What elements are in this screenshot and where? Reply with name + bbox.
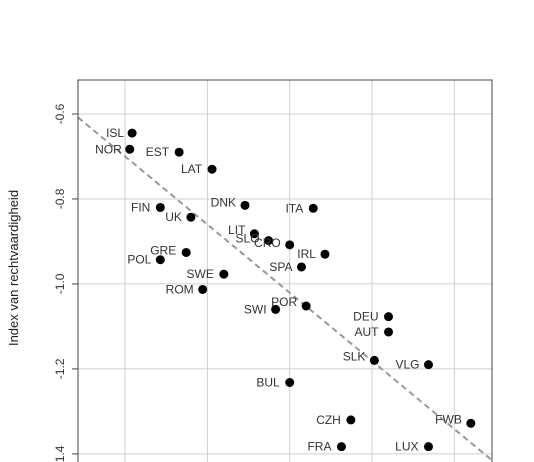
data-point-est [174,147,184,157]
point-label-spa: SPA [269,260,292,274]
point-label-swe: SWE [186,267,213,281]
point-label-slo: SLO [236,232,260,246]
data-point-cro [285,240,295,250]
data-point-fra [336,442,346,452]
point-label-aut: AUT [355,325,380,339]
point-label-lit: LIT [228,223,246,237]
data-point-dnk [240,200,250,210]
point-label-uk: UK [165,210,182,224]
data-point-swi [271,304,281,314]
point-label-nor: NOR [95,142,122,156]
point-label-pol: POL [127,253,151,267]
y-tick-label: 1.4 [53,445,67,462]
point-label-dnk: DNK [211,195,236,209]
y-tick-label: -0.8 [53,188,67,209]
point-label-irl: IRL [297,247,316,261]
point-label-fra: FRA [307,440,331,454]
point-label-ita: ITA [285,201,303,215]
y-tick-label: -1.2 [53,358,67,379]
point-label-slk: SLK [343,349,366,363]
point-label-gre: GRE [150,243,176,257]
point-label-fin: FIN [131,200,150,214]
data-point-irl [320,249,330,259]
point-label-vlg: VLG [395,358,419,372]
data-point-slk [369,355,379,365]
data-point-gre [181,247,191,257]
data-point-rom [198,284,208,294]
data-point-lux [423,442,433,452]
grid [78,80,492,462]
point-label-est: EST [146,145,170,159]
data-point-swe [219,269,229,279]
point-label-fwb: FWB [435,412,462,426]
data-point-bul [285,377,295,387]
data-point-nor [125,144,135,154]
point-label-lux: LUX [395,440,418,454]
point-label-cro: CRO [254,236,281,250]
data-point-vlg [423,360,433,370]
point-label-por: POR [271,295,297,309]
y-axis: -0.6 -0.8 -1.0 -1.2 1.4 [53,103,78,462]
data-point-czh [346,415,356,425]
point-label-bul: BUL [256,375,280,389]
point-label-rom: ROM [166,282,194,296]
data-point-por [301,301,311,311]
data-point-lit [249,229,259,239]
data-point-pol [155,255,165,265]
data-point-ita [308,203,318,213]
data-point-slo [264,236,274,246]
point-label-isl: ISL [106,126,124,140]
point-label-lat: LAT [181,162,203,176]
data-point-uk [186,212,196,222]
y-axis-title: Index van rechtvaardigheid [6,190,21,346]
data-point-spa [296,262,306,272]
data-point-fwb [466,418,476,428]
data-point-deu [384,312,393,322]
trend-line [77,116,493,462]
point-label-czh: CZH [316,413,341,427]
y-tick-label: -0.6 [53,103,67,124]
data-point-fin [155,202,165,212]
point-label-deu: DEU [353,310,378,324]
y-tick-label: -1.0 [53,273,67,294]
data-point-isl [127,128,137,138]
data-point-aut [384,327,393,337]
point-label-swi: SWI [244,302,267,316]
plot-frame [77,79,493,462]
data-point-lat [207,164,217,174]
